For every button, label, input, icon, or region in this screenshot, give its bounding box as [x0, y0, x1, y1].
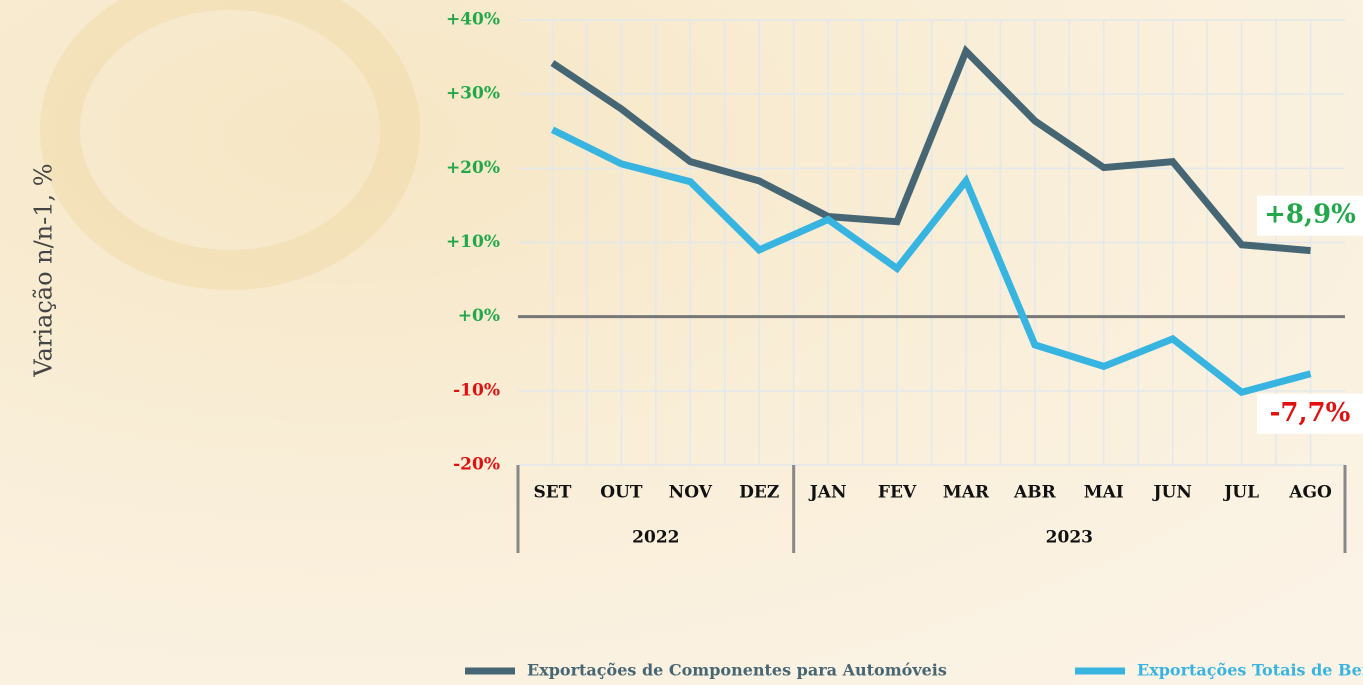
x-tick-label: SET — [534, 483, 572, 503]
y-tick-label: +30% — [446, 84, 500, 104]
x-tick-label: NOV — [669, 483, 713, 503]
y-axis-label: Variação n/n-1, % — [30, 163, 58, 377]
y-tick-label: +10% — [446, 232, 500, 252]
end-label: -7,7% — [1270, 398, 1351, 428]
x-tick-label: FEV — [878, 483, 917, 503]
x-tick-label: MAI — [1084, 483, 1124, 503]
x-tick-label: ABR — [1013, 483, 1057, 503]
x-tick-label: OUT — [600, 483, 643, 503]
end-label: +8,9% — [1264, 200, 1356, 230]
legend-label: Exportações de Componentes para Automóve… — [527, 661, 947, 680]
y-tick-label: +20% — [446, 158, 500, 178]
x-tick-label: JAN — [808, 483, 847, 503]
x-group-label: 2023 — [1046, 528, 1093, 548]
background-decoration — [40, 0, 420, 290]
y-tick-label: -10% — [453, 380, 500, 400]
series-line — [550, 44, 1311, 255]
end-label-box — [1257, 195, 1363, 236]
y-tick-label: +0% — [458, 306, 500, 326]
x-tick-label: AGO — [1288, 483, 1332, 503]
x-tick-label: DEZ — [739, 483, 779, 503]
end-label-box — [1257, 393, 1363, 434]
x-tick-label: JUL — [1222, 483, 1259, 503]
series-line — [550, 126, 1312, 397]
x-tick-label: JUN — [1151, 483, 1191, 503]
x-group-label: 2022 — [632, 528, 679, 548]
x-tick-label: MAR — [943, 483, 990, 503]
y-tick-label: +40% — [446, 10, 500, 30]
legend-label: Exportações Totais de Bens — [1137, 661, 1363, 680]
y-tick-label: -20% — [453, 455, 500, 475]
